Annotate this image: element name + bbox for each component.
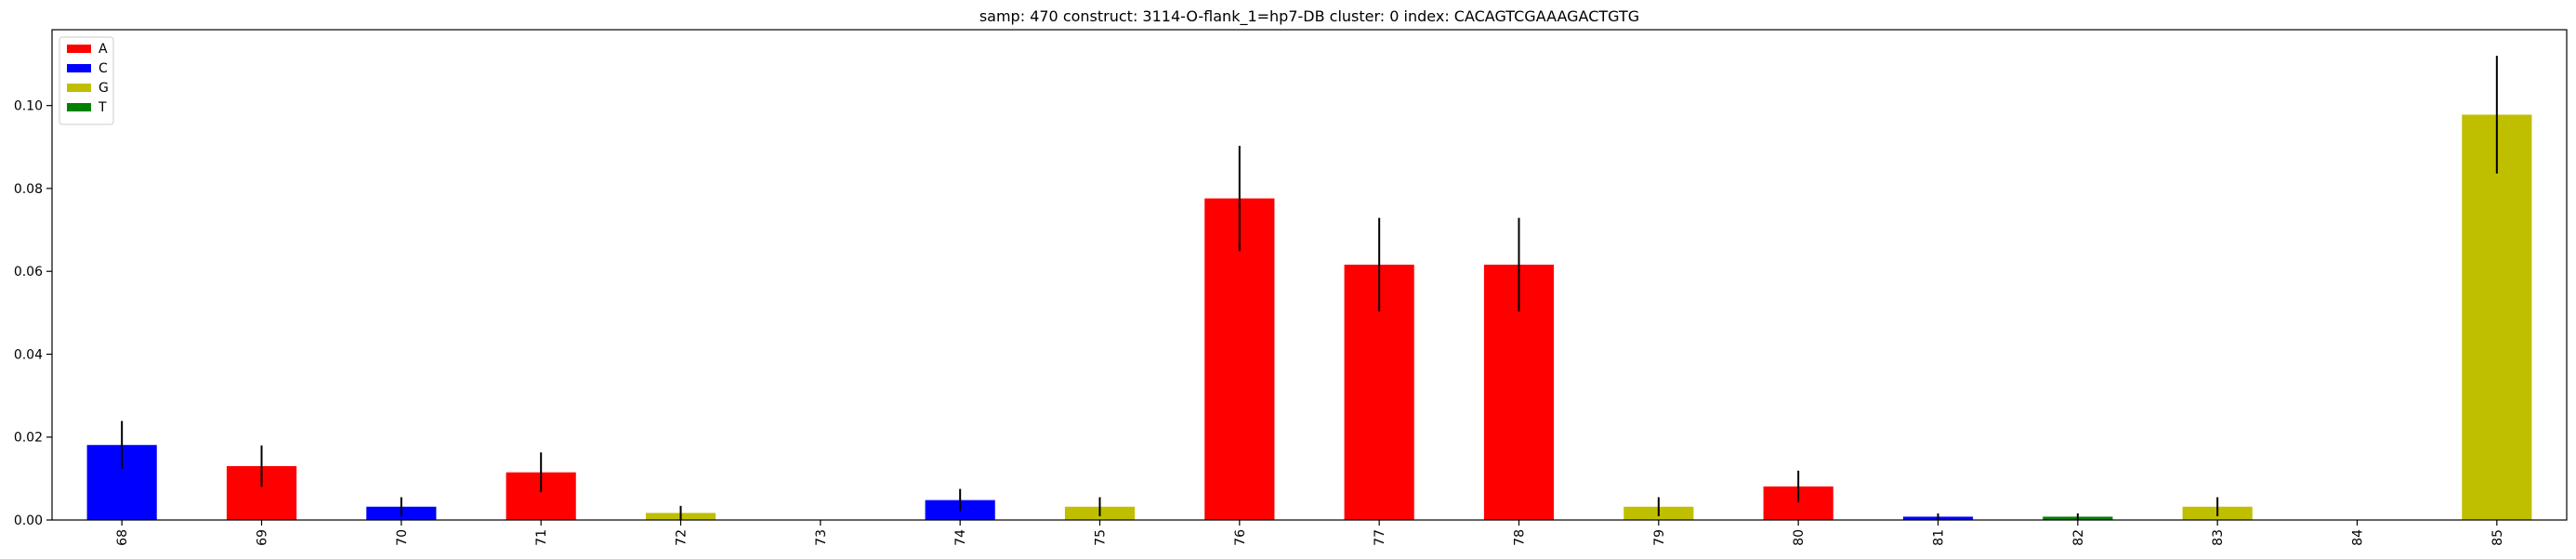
y-tick-label: 0.10 [14,99,43,114]
bar-85 [2462,114,2532,521]
x-tick-label: 73 [814,529,829,546]
chart-title: samp: 470 construct: 3114-O-flank_1=hp7-… [979,7,1639,26]
legend-swatch-A [67,45,91,53]
y-tick-label: 0.04 [14,347,43,362]
x-tick-label: 80 [1792,529,1807,546]
x-tick-label: 83 [2211,529,2226,546]
legend-swatch-T [67,103,91,111]
x-tick-label: 72 [675,529,690,546]
legend-label-A: A [99,42,108,57]
y-tick-label: 0.08 [14,182,43,197]
x-tick-label: 76 [1233,529,1248,546]
x-tick-label: 82 [2071,529,2086,546]
x-tick-label: 77 [1373,529,1387,546]
x-tick-label: 84 [2351,529,2366,546]
axes-layer: 0.00 0.02 0.04 0.06 0.08 0.10 68 69 70 71 72 73 74 75… [14,29,2568,546]
x-tick-label: 70 [395,529,410,546]
x-tick-label: 68 [115,529,130,546]
x-tick-label: 78 [1513,529,1528,546]
x-tick-label: 69 [256,529,270,546]
bar-76 [1204,198,1275,520]
y-tick-label: 0.06 [14,265,43,280]
y-tick-label: 0.02 [14,431,43,446]
x-tick-label: 75 [1094,529,1109,546]
legend-swatch-G [67,84,91,92]
plot-frame [51,29,2568,521]
x-tick-label: 79 [1652,529,1667,546]
x-tick-label: 71 [534,529,549,546]
y-tick-label: 0.00 [14,514,43,528]
legend-label-G: G [99,81,109,96]
error-bars-layer [121,56,2498,520]
legend-box [59,36,114,125]
legend-label-C: C [99,61,108,76]
bars-layer [86,114,2532,521]
legend-label-T: T [98,100,107,115]
x-tick-label: 81 [1932,529,1947,546]
x-tick-label: 74 [953,529,968,546]
x-tick-label: 85 [2491,529,2505,546]
legend-swatch-C [67,64,91,72]
